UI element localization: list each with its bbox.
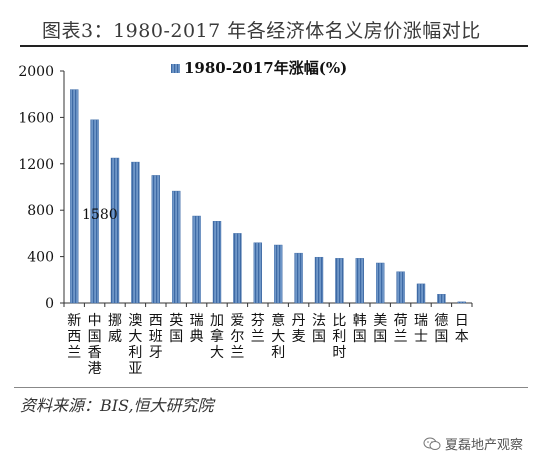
wechat-icon	[423, 437, 441, 450]
y-tick-label: 800	[27, 203, 54, 219]
title-divider	[20, 45, 528, 47]
x-tick-label: 日本	[455, 313, 469, 345]
x-tick-label: 意大利	[271, 312, 285, 361]
x-tick-label: 瑞士	[414, 313, 428, 345]
x-tick-label: 美国	[373, 313, 387, 345]
bar-6	[171, 190, 181, 304]
x-tick-label: 挪威	[108, 313, 122, 345]
y-tick-label: 1600	[18, 110, 54, 126]
figure-title: 图表3：1980-2017 年各经济体名义房价涨幅对比	[42, 20, 481, 42]
x-tick-label: 法国	[312, 313, 326, 345]
legend-label: 1980-2017年涨幅(%)	[184, 59, 347, 77]
x-tick-label: 丹麦	[292, 313, 306, 345]
watermark-text: 夏磊地产观察	[444, 438, 523, 453]
y-tick-label: 0	[45, 296, 54, 312]
bar-18	[416, 283, 426, 304]
bar-17	[396, 271, 405, 304]
x-tick-label: 德国	[434, 313, 448, 345]
bar-3	[110, 157, 120, 304]
x-tick-label: 瑞典	[190, 313, 204, 345]
data-annotation: 1580	[82, 207, 118, 223]
source-note: 资料来源：BIS,恒大研究院	[20, 396, 214, 415]
footer-divider	[14, 387, 528, 388]
x-tick-label: 澳大利亚	[128, 313, 142, 377]
x-axis: 新西兰中国香港挪威澳大利亚西班牙英国瑞典加拿大爱尔兰芬兰意大利丹麦法国比利时韩国…	[63, 302, 473, 377]
x-tick-label: 新西兰	[67, 313, 81, 361]
bar-9	[233, 233, 242, 304]
bar-5	[151, 175, 161, 304]
bar-14	[335, 258, 344, 304]
bar-2	[90, 119, 99, 304]
x-tick-label: 英国	[169, 312, 183, 345]
bar-7	[192, 215, 201, 304]
bar-4	[131, 161, 140, 304]
x-tick-label: 芬兰	[251, 313, 265, 345]
bar-11	[274, 244, 283, 304]
bar-chart: 0 400 800 1200 1600 2000 新西兰中国香港挪威澳大利亚西班牙英国瑞典…	[18, 59, 473, 377]
bar-15	[355, 258, 364, 304]
bar-19	[437, 294, 446, 304]
bar-16	[376, 262, 385, 304]
x-tick-label: 韩国	[353, 313, 367, 345]
bar-10	[253, 242, 263, 304]
legend-swatch	[171, 64, 180, 73]
bar-12	[294, 252, 303, 304]
x-tick-label: 西班牙	[149, 313, 163, 361]
y-tick-label: 1200	[18, 157, 54, 173]
y-axis: 0 400 800 1200 1600 2000	[18, 64, 65, 312]
legend: 1980-2017年涨幅(%)	[171, 59, 347, 77]
x-tick-label: 中国香港	[88, 313, 102, 377]
y-tick-label: 400	[27, 250, 54, 266]
bar-1	[69, 89, 79, 304]
bar-8	[212, 221, 222, 304]
x-tick-label: 荷兰	[394, 313, 408, 345]
x-tick-label: 比利时	[332, 313, 346, 361]
x-tick-label: 加拿大	[210, 313, 224, 361]
watermark: 夏磊地产观察	[423, 434, 523, 453]
x-tick-label: 爱尔兰	[230, 313, 244, 361]
y-tick-label: 2000	[18, 64, 54, 80]
bars	[69, 89, 466, 304]
bar-20	[457, 301, 466, 304]
bar-13	[314, 256, 324, 304]
